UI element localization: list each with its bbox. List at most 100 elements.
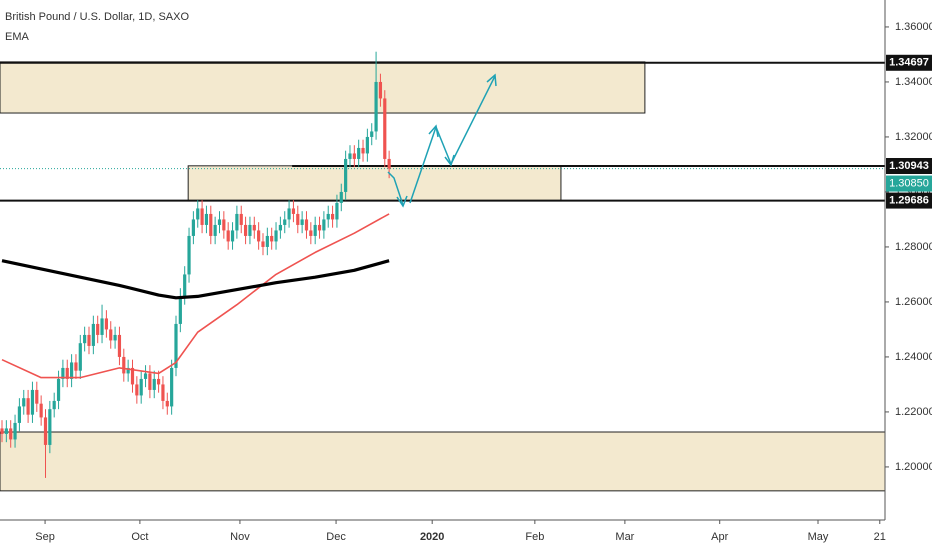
candle-body [135,384,139,396]
x-tick-label: Mar [615,531,634,543]
candle-body [17,406,21,423]
candle-body [96,323,100,335]
candle-body [296,213,300,225]
candle-body [352,153,356,159]
candle-body [309,230,313,236]
candle-body [183,274,187,297]
y-tick-label: 1.36000 [895,21,932,33]
zone [0,61,646,114]
x-tick-label: Oct [131,531,148,543]
arrow-head [428,124,439,138]
candle-body [326,213,330,220]
candle-body [187,235,191,275]
zone [187,165,562,202]
candle-body [126,367,130,374]
candle-body [344,158,348,192]
candle-body [300,219,304,225]
candle-body [283,219,287,225]
candle-body [261,241,265,247]
candle-body [243,224,248,236]
candle-body [109,329,113,341]
candle-body [48,409,52,445]
candle-body [148,373,152,390]
ema-lines [1,213,390,379]
axes: 1.360001.340001.320001.300001.280001.260… [35,21,932,543]
y-tick-label: 1.26000 [895,296,932,308]
candle-body [56,378,61,401]
candle-body [200,208,204,225]
candle-body [78,343,82,371]
candle-body [87,334,91,346]
candle-body [322,219,326,231]
candle-body [257,230,261,242]
candle-body [191,219,195,236]
last-price-box [886,175,932,192]
level-label-box [886,192,932,209]
candle-body [35,389,39,404]
candle-body [39,403,43,418]
candle-body [278,224,282,231]
candle-body [213,224,217,236]
ema-line [1,259,390,300]
x-tick-label: Apr [711,531,728,543]
y-tick-label: 1.28000 [895,241,932,253]
candle-body [143,373,148,379]
x-tick-label: Feb [525,531,544,543]
level-label: 1.29686 [889,194,929,206]
candle-body [100,318,104,335]
candles [0,51,391,478]
x-tick-label: Sep [35,531,55,543]
candle-body [0,428,4,434]
candle-body [104,318,108,330]
y-tick-label: 1.22000 [895,406,932,418]
candle-body [204,213,209,225]
candle-body [83,334,87,344]
candle-body [387,158,391,169]
candle-body [335,202,339,220]
candle-body [348,153,352,159]
last-price-label: 1.30850 [889,177,929,189]
y-tick-label: 1.32000 [895,131,932,143]
candle-body [61,367,65,379]
candle-body [43,417,48,445]
arrow-head [396,195,408,208]
x-tick-label: 21 [874,531,886,543]
candle-body [4,428,8,434]
candle-body [217,219,222,225]
candle-body [152,378,156,390]
candle-body [330,213,335,220]
x-tick-label: Nov [230,531,250,543]
chart-title: British Pound / U.S. Dollar, 1D, SAXO [5,11,189,23]
candle-body [174,323,178,368]
ema-line [1,213,390,379]
candle-body [274,230,278,242]
candle-body [239,213,243,225]
candle-body [370,131,374,137]
candle-body [178,296,182,324]
candle-body [374,81,378,132]
zones [0,61,886,492]
candle-body [317,224,322,231]
candle-body [222,219,226,231]
candle-body [65,367,69,379]
x-tick-label: Dec [326,531,346,543]
x-tick-label: 2020 [420,531,444,543]
candle-body [161,384,165,401]
candle-body [361,147,365,154]
y-tick-label: 1.20000 [895,461,932,473]
candle-body [265,235,269,247]
candle-body [248,224,252,236]
candle-body [22,398,26,407]
candle-body [13,422,17,440]
level-label: 1.34697 [889,57,929,69]
candle-body [74,362,78,371]
level-label-box [886,54,932,71]
candle-body [304,219,309,231]
y-tick-label: 1.24000 [895,351,932,363]
candle-body [252,224,256,231]
y-tick-label: 1.34000 [895,76,932,88]
candle-body [69,362,74,379]
candle-body [270,235,274,242]
arrow-line [409,126,437,204]
